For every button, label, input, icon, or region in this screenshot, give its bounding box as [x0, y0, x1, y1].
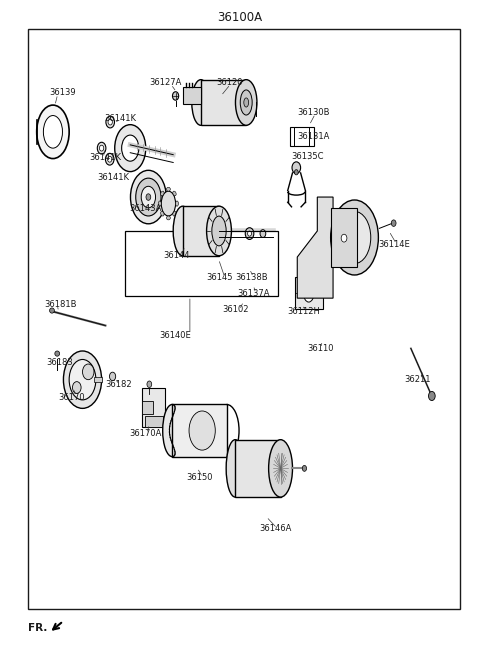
Text: 36182: 36182: [106, 381, 132, 389]
Polygon shape: [297, 197, 333, 298]
Ellipse shape: [106, 116, 115, 128]
Ellipse shape: [212, 216, 226, 246]
Ellipse shape: [292, 162, 300, 174]
Text: 36141K: 36141K: [90, 153, 121, 162]
Text: 36139: 36139: [49, 88, 76, 97]
Ellipse shape: [192, 80, 210, 125]
Ellipse shape: [341, 234, 347, 242]
Ellipse shape: [36, 105, 69, 159]
Ellipse shape: [69, 360, 96, 400]
Text: 36127A: 36127A: [149, 79, 182, 87]
Ellipse shape: [106, 153, 114, 165]
Bar: [172, 404, 227, 457]
Ellipse shape: [176, 201, 179, 206]
Ellipse shape: [158, 201, 161, 206]
Text: 36130B: 36130B: [297, 108, 330, 117]
Ellipse shape: [49, 308, 54, 313]
Ellipse shape: [109, 372, 116, 381]
Ellipse shape: [63, 351, 102, 408]
Ellipse shape: [172, 92, 179, 100]
Ellipse shape: [294, 170, 298, 175]
Ellipse shape: [189, 411, 215, 450]
Ellipse shape: [161, 191, 164, 196]
Bar: [28, 29, 459, 609]
Text: 36150: 36150: [187, 473, 213, 482]
Text: 36146A: 36146A: [259, 524, 291, 533]
Ellipse shape: [167, 216, 170, 220]
Bar: [235, 440, 281, 497]
Text: FR.: FR.: [28, 622, 47, 633]
Ellipse shape: [302, 466, 307, 472]
Text: 36143A: 36143A: [129, 204, 162, 214]
Ellipse shape: [72, 382, 81, 394]
Bar: [295, 276, 323, 309]
Text: 36181B: 36181B: [44, 300, 77, 309]
Ellipse shape: [206, 206, 231, 255]
Ellipse shape: [244, 98, 249, 107]
Text: 36112H: 36112H: [288, 307, 321, 316]
Text: 36170A: 36170A: [129, 429, 162, 438]
Ellipse shape: [147, 381, 152, 388]
Ellipse shape: [331, 200, 378, 275]
Bar: [183, 88, 201, 104]
Ellipse shape: [248, 231, 252, 236]
Text: 36138B: 36138B: [235, 272, 268, 282]
Text: 36141K: 36141K: [104, 114, 136, 123]
Text: 36135C: 36135C: [291, 152, 324, 161]
Text: 36137A: 36137A: [238, 289, 270, 298]
Text: 36110: 36110: [307, 344, 333, 353]
Bar: [142, 401, 153, 413]
Ellipse shape: [115, 124, 146, 172]
Bar: [142, 388, 165, 426]
Ellipse shape: [161, 212, 164, 216]
Ellipse shape: [55, 351, 60, 356]
Ellipse shape: [173, 191, 176, 196]
Ellipse shape: [99, 145, 104, 151]
Text: 36140E: 36140E: [160, 331, 192, 341]
Ellipse shape: [167, 187, 170, 191]
Ellipse shape: [83, 364, 94, 380]
Ellipse shape: [136, 178, 161, 216]
Text: 36120: 36120: [216, 79, 242, 87]
Ellipse shape: [108, 119, 112, 125]
Ellipse shape: [163, 404, 182, 457]
Text: 36141K: 36141K: [97, 173, 129, 182]
Ellipse shape: [226, 440, 244, 497]
Bar: [289, 126, 314, 146]
Ellipse shape: [141, 186, 156, 208]
Ellipse shape: [97, 142, 106, 154]
Text: 36170: 36170: [59, 393, 85, 402]
Ellipse shape: [269, 440, 292, 497]
Ellipse shape: [245, 228, 254, 240]
Ellipse shape: [391, 220, 396, 227]
Bar: [144, 416, 163, 426]
Text: 36131A: 36131A: [297, 132, 330, 141]
Bar: [183, 206, 219, 255]
Bar: [95, 377, 102, 383]
Ellipse shape: [131, 170, 166, 224]
Ellipse shape: [240, 90, 252, 115]
Text: 36102: 36102: [222, 305, 249, 314]
Ellipse shape: [338, 212, 371, 263]
Ellipse shape: [429, 392, 435, 401]
Ellipse shape: [161, 191, 176, 216]
Ellipse shape: [236, 80, 257, 125]
Ellipse shape: [173, 212, 176, 216]
Text: 36211: 36211: [405, 375, 431, 384]
Bar: [124, 231, 278, 296]
Text: 36114E: 36114E: [378, 240, 410, 248]
Ellipse shape: [260, 230, 266, 238]
Ellipse shape: [108, 157, 112, 162]
Ellipse shape: [43, 115, 62, 148]
Bar: [331, 208, 357, 267]
Bar: [201, 80, 246, 125]
Text: 36183: 36183: [47, 358, 73, 367]
Ellipse shape: [121, 135, 139, 161]
Text: 36100A: 36100A: [217, 11, 263, 24]
Ellipse shape: [146, 194, 151, 200]
Ellipse shape: [303, 284, 314, 302]
Text: 36144: 36144: [164, 252, 190, 260]
Text: 36145: 36145: [206, 272, 233, 282]
Ellipse shape: [173, 206, 192, 255]
